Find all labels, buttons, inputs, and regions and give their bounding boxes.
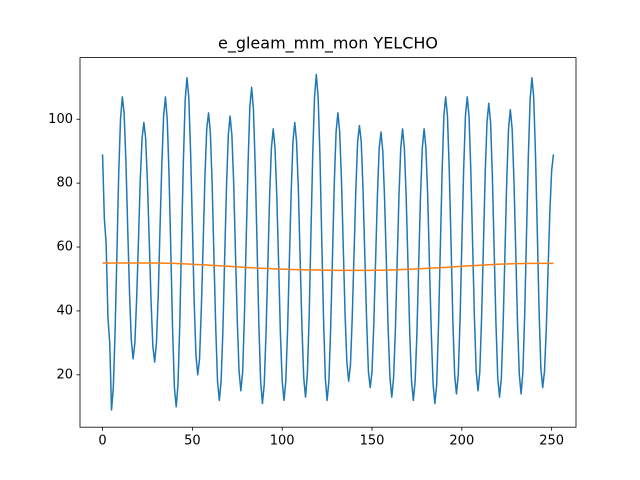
y-tick-label: 60 <box>56 240 73 255</box>
y-tick-label: 40 <box>56 303 73 318</box>
axes-frame <box>79 57 577 428</box>
y-tick-label: 80 <box>56 176 73 191</box>
plot-area: 0 50 100 150 200 250 20 40 60 80 100 <box>48 73 564 449</box>
y-tick-label: 100 <box>48 112 73 127</box>
x-tick-label: 0 <box>98 434 106 449</box>
x-tick-label: 150 <box>360 434 385 449</box>
x-tick-label: 200 <box>449 434 474 449</box>
line-series <box>102 262 554 272</box>
chart-title: e_gleam_mm_mon YELCHO <box>218 34 438 54</box>
x-tick-label: 250 <box>539 434 564 449</box>
y-tick-label: 20 <box>56 367 73 382</box>
x-tick-label: 50 <box>184 434 201 449</box>
line-series <box>101 73 555 411</box>
x-tick-label: 100 <box>270 434 295 449</box>
